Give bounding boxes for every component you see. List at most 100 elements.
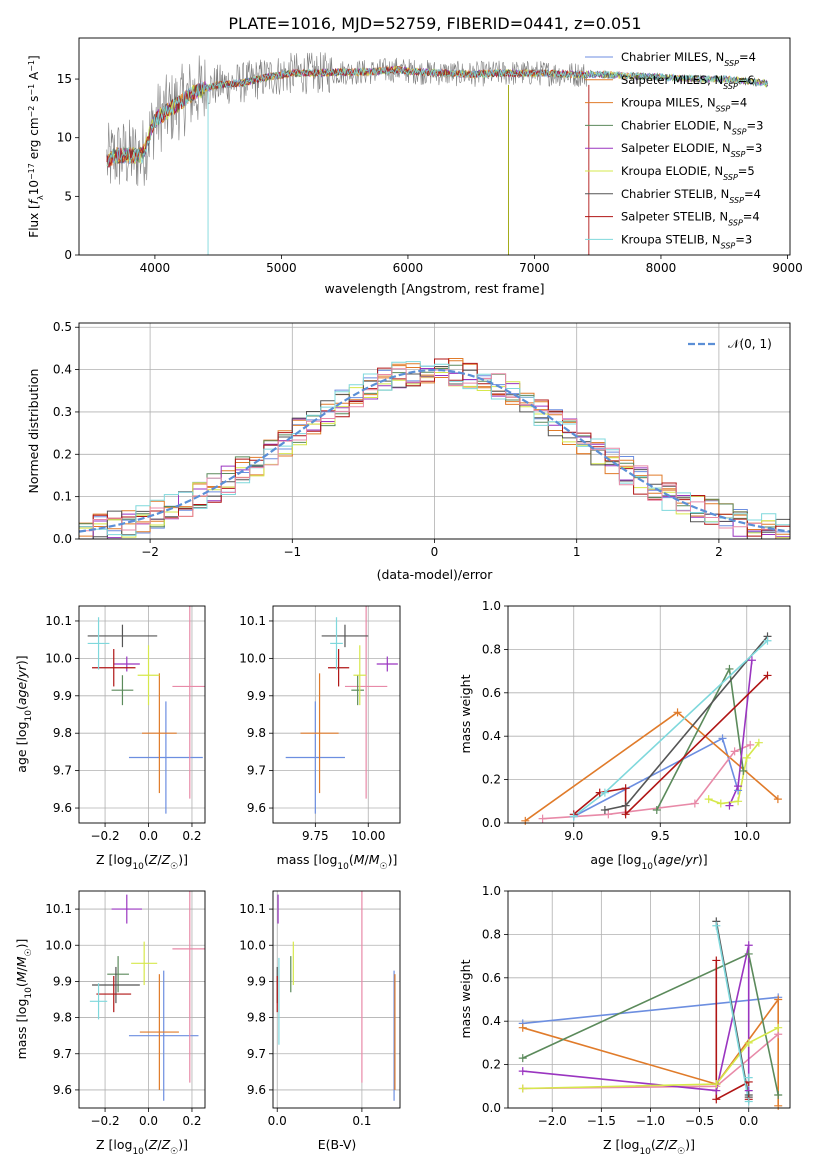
weight-marker [734,782,743,791]
weight-marker [569,812,578,821]
legend-label: Kroupa STELIB, NSSP=3 [621,232,752,250]
y-tick-label: 0.6 [482,686,501,700]
y-tick-label: 9.7 [247,764,266,778]
weight-marker [742,753,751,762]
x-tick-label: 1 [573,545,581,559]
weight-marker [600,805,609,814]
weight-marker [718,734,727,743]
weight-marker [712,1095,721,1104]
weight-series-line [656,666,745,811]
weight-series-line [522,997,779,1106]
y-tick-label: 0.2 [482,1058,501,1072]
x-tick-label: −0.5 [685,1114,714,1128]
weight-marker [744,1097,753,1106]
y-tick-label: 9.8 [53,726,72,740]
x-tick-label: 0.0 [139,829,158,843]
axes-frame [78,322,791,540]
axes-frame [507,605,791,824]
y-tick-label: 0 [64,248,72,262]
weight-marker [716,799,725,808]
weight-marker [744,949,753,958]
weight-marker [734,797,743,806]
x-tick-label: −1.0 [636,1114,665,1128]
legend-label: Kroupa ELODIE, NSSP=5 [621,164,755,182]
figure-title: PLATE=1016, MJD=52759, FIBERID=0441, z=0… [228,14,641,33]
weight-vs-age-panel: 9.0 9.5 10.0 0.0 0.2 0.4 0.6 0.8 1.0 age [log10(a… [458,599,791,872]
y-tick-label: 9.6 [247,801,266,815]
y-tick-label: 10.0 [45,938,72,952]
y-tick-label: 1.0 [482,884,501,898]
legend-label: Chabrier MILES, NSSP=4 [621,50,756,68]
y-tick-label: 9.8 [247,1011,266,1025]
legend-label: Salpeter STELIB, NSSP=4 [621,210,760,228]
mass-vs-ebv-panel: 0.0 0.1 9.6 9.7 9.8 9.9 10.0 10.1 E(B-V) [239,890,401,1152]
x-axis-label: wavelength [Angstrom, rest frame] [324,281,544,296]
weight-vs-metallicity-panel: −2.0 −1.5 −1.0 −0.5 0.0 0.0 0.2 0.4 0.6 0.8 1.0 Z [… [458,884,791,1157]
weight-marker [763,636,772,645]
weight-marker [774,1090,783,1099]
y-tick-label: 9.6 [53,801,72,815]
y-tick-label: 10.1 [45,902,72,916]
legend-label: Salpeter ELODIE, NSSP=3 [621,141,762,159]
axes-frame [507,890,791,1109]
y-tick-label: 0.0 [482,816,501,830]
x-tick-label: 9000 [772,261,803,275]
axes-frame [78,37,791,256]
age-vs-metallicity-panel: −0.2 0.0 0.2 9.6 9.7 9.8 9.9 10.0 10.1 Z [log10(Z… [14,605,206,872]
y-tick-label: 0.5 [53,320,72,334]
y-tick-label: 9.7 [53,764,72,778]
weight-marker [518,1067,527,1076]
legend-label: Chabrier ELODIE, NSSP=3 [621,118,763,136]
x-tick-label: 6000 [393,261,424,275]
x-axis-label: Z [log10(Z/Z☉)] [96,1137,188,1157]
y-tick-label: 10.1 [239,614,266,628]
x-tick-label: 5000 [266,261,297,275]
weight-marker [712,921,721,930]
y-tick-label: 0.8 [482,642,501,656]
weight-marker [774,995,783,1004]
y-tick-label: 0.4 [482,729,501,743]
y-tick-label: 9.9 [247,974,266,988]
axes-frame [272,890,401,1109]
x-tick-label: −1.5 [587,1114,616,1128]
y-tick-label: 9.6 [53,1083,72,1097]
x-tick-label: 7000 [519,261,550,275]
y-tick-label: 10 [57,131,72,145]
age-vs-mass-panel: 9.75 10.00 9.6 9.7 9.8 9.9 10.0 10.1 mass [log10… [239,605,401,872]
weight-marker [621,784,630,793]
x-tick-label: 10.00 [351,829,385,843]
y-tick-label: 10.0 [239,938,266,952]
x-tick-label: 0.2 [182,1114,201,1128]
y-axis-label: age [log10(age/yr)] [14,655,34,772]
weight-marker [538,814,547,823]
y-tick-label: 10.1 [239,902,266,916]
axes-frame [272,605,401,824]
weight-series-line [522,1026,779,1090]
y-tick-label: 0.6 [482,971,501,985]
weight-marker [730,747,739,756]
x-tick-label: −2.0 [538,1114,567,1128]
weight-marker [773,795,782,804]
y-tick-label: 9.9 [53,974,72,988]
plot-area [285,606,398,814]
weight-marker [774,1101,783,1110]
weight-marker [600,788,609,797]
y-tick-label: 10.0 [239,651,266,665]
weight-marker [621,801,630,810]
weight-marker [725,801,734,810]
y-tick-label: 10.0 [45,651,72,665]
weight-marker [725,664,734,673]
y-tick-label: 9.7 [247,1047,266,1061]
x-tick-label: 0.0 [139,1114,158,1128]
weight-marker [604,810,613,819]
weight-series-line [728,660,753,806]
plot-area [89,891,205,1101]
y-tick-label: 10.1 [45,614,72,628]
y-tick-label: 0.0 [53,532,72,546]
x-tick-label: −1 [283,545,301,559]
mass-vs-metallicity-panel: −0.2 0.0 0.2 9.6 9.7 9.8 9.9 10.0 10.1 Z [log10(Z… [14,890,206,1157]
weight-marker [712,956,721,965]
x-tick-label: 0.2 [182,829,201,843]
spectrum-panel: 4000 5000 6000 7000 8000 9000 0 5 10 15 wavelength… [27,37,803,296]
